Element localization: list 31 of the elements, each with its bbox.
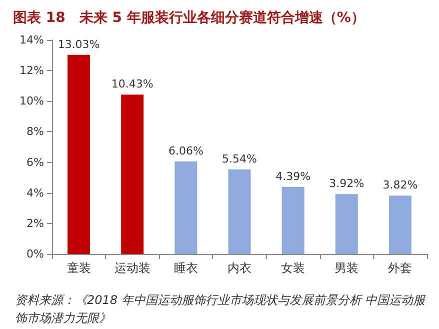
- x-tick-label: 睡衣: [174, 261, 198, 275]
- data-label: 6.06%: [168, 144, 204, 158]
- y-tick-label: 0%: [26, 248, 44, 260]
- y-tick-label: 2%: [26, 216, 44, 230]
- x-tick-label: 外套: [388, 261, 412, 275]
- data-label: 13.03%: [58, 38, 100, 51]
- data-label: 3.82%: [382, 178, 418, 192]
- bar: [282, 186, 304, 254]
- y-tick-label: 8%: [26, 125, 44, 138]
- y-tick-label: 14%: [20, 34, 44, 46]
- y-tick-label: 6%: [26, 156, 44, 169]
- chart-title: 图表 18 未来 5 年服装行业各细分赛道符合增速（%）: [13, 9, 365, 26]
- bar: [68, 54, 90, 254]
- bar: [335, 194, 358, 254]
- y-tick-label: 10%: [20, 94, 44, 108]
- x-tick-label: 童装: [66, 261, 91, 275]
- data-label: 4.39%: [276, 170, 311, 183]
- y-tick-label: 4%: [26, 186, 44, 200]
- bar: [121, 94, 144, 254]
- data-label: 3.92%: [329, 177, 364, 190]
- y-tick-label: 12%: [20, 64, 44, 78]
- x-tick-label: 男装: [334, 261, 359, 275]
- x-tick-label: 内衣: [228, 261, 252, 275]
- bar: [228, 169, 251, 254]
- data-label: 5.54%: [222, 152, 257, 166]
- x-tick-label: 运动装: [114, 261, 150, 275]
- bar: [174, 161, 198, 254]
- data-label: 10.43%: [111, 78, 154, 91]
- bar: [388, 196, 412, 254]
- text: 资料来源：《2018 年中国运动服饰行业市场现状与发展前景分析 中国运动服饰市场潜力无限》: [15, 293, 426, 325]
- x-tick-label: 女装: [281, 261, 306, 275]
